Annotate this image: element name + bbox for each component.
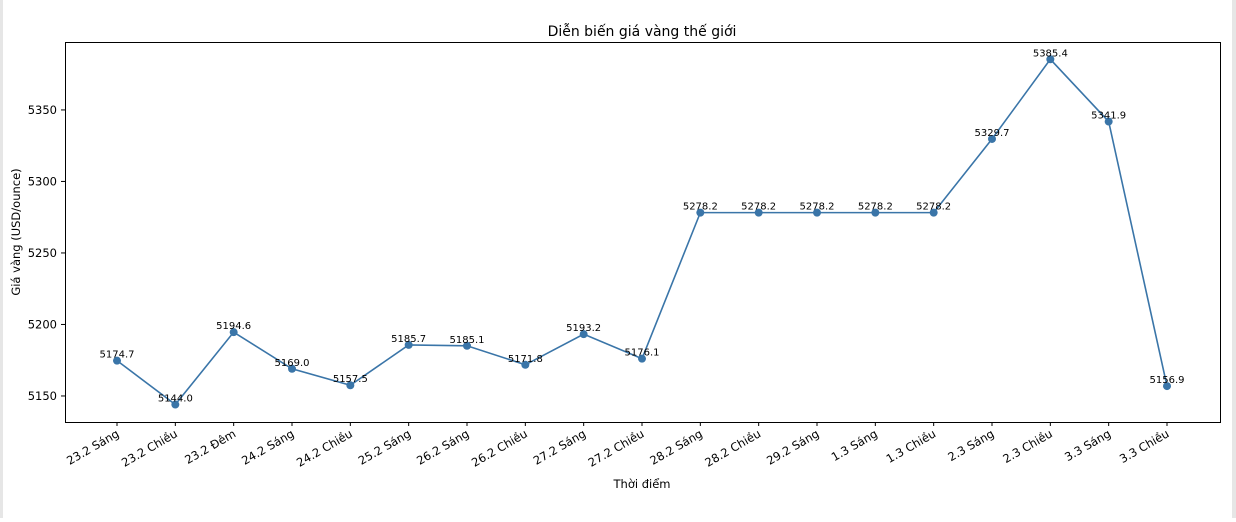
data-label: 5194.6 [216,321,251,332]
x-axis-label: Thời điểm [613,477,671,491]
data-point[interactable] [229,328,238,337]
data-point[interactable] [579,330,588,339]
data-point[interactable] [1046,55,1055,64]
data-point[interactable] [638,354,646,363]
data-label: 5329.7 [975,128,1010,139]
data-label: 5174.7 [100,350,135,361]
data-label: 5171.8 [508,354,543,365]
x-tick-label: 25.2 Sáng [356,426,413,467]
data-label: 5278.2 [858,202,893,213]
data-point[interactable] [754,208,763,217]
data-point[interactable] [521,360,530,369]
x-tick-label: 2.3 Sáng [945,426,996,464]
y-tick-label: 5350 [28,103,57,117]
data-label: 5278.2 [741,202,776,213]
y-tick-label: 5150 [28,389,57,403]
axes-frame [65,42,1221,423]
data-label: 5156.9 [1150,375,1185,386]
data-label: 5278.2 [800,202,835,213]
y-axis-label: Giá vàng (USD/ounce) [9,168,23,295]
y-tick-label: 5200 [28,317,57,331]
data-label: 5341.9 [1091,111,1126,122]
x-tick-label: 28.2 Sáng [647,426,704,467]
x-tick-label: 24.2 Chiều [294,426,355,469]
x-tick-label: 1.3 Chiều [884,426,938,466]
data-point[interactable] [988,134,996,143]
data-point[interactable] [871,208,880,217]
data-label: 5176.1 [625,348,660,359]
data-label: 5144.0 [158,394,193,405]
data-label: 5157.5 [333,374,368,385]
data-point[interactable] [346,381,355,390]
data-label: 5185.1 [450,335,485,346]
left-border [0,0,3,518]
data-label: 5193.2 [566,323,601,334]
data-label: 5169.0 [275,358,310,369]
data-label: 5278.2 [916,202,951,213]
x-tick-label: 23.2 Chiều [119,426,180,469]
x-tick-label: 26.2 Sáng [414,426,471,467]
data-label: 5278.2 [683,202,718,213]
chart-title: Diễn biến giá vàng thế giới [548,23,737,40]
x-tick-label: 1.3 Sáng [829,426,880,464]
data-point[interactable] [696,208,705,217]
x-tick-label: 24.2 Sáng [239,426,296,467]
data-point[interactable] [813,208,821,217]
data-point[interactable] [404,340,413,349]
data-point[interactable] [1104,117,1113,126]
data-point[interactable] [288,364,296,373]
x-tick-label: 29.2 Sáng [764,426,821,467]
y-axis-ticks: 5150 5200 5250 5300 5350 [28,103,65,403]
x-tick-label: 3.3 Sáng [1062,426,1113,464]
data-label: 5185.7 [391,334,426,345]
x-tick-label: 26.2 Chiều [469,426,530,469]
data-point[interactable] [1163,382,1171,391]
data-label: 5385.4 [1033,48,1068,59]
x-tick-label: 27.2 Chiều [586,426,647,469]
data-point[interactable] [171,400,180,409]
x-tick-label: 3.3 Chiều [1117,426,1171,466]
data-point[interactable] [113,356,121,365]
x-tick-label: 2.3 Chiều [1000,426,1054,466]
x-tick-label: 27.2 Sáng [531,426,588,467]
x-tick-label: 23.2 Đêm [182,426,238,466]
data-point[interactable] [929,208,938,217]
data-point[interactable] [463,341,471,350]
x-tick-label: 23.2 Sáng [64,426,121,467]
y-tick-label: 5300 [28,174,57,188]
plot-area: 5174.7 5144.0 5194.6 5169.0 5157.5 5185.7 5185… [100,48,1185,409]
x-tick-label: 28.2 Chiều [702,426,763,469]
right-scrollbar[interactable] [1232,0,1236,518]
y-tick-label: 5250 [28,246,57,260]
